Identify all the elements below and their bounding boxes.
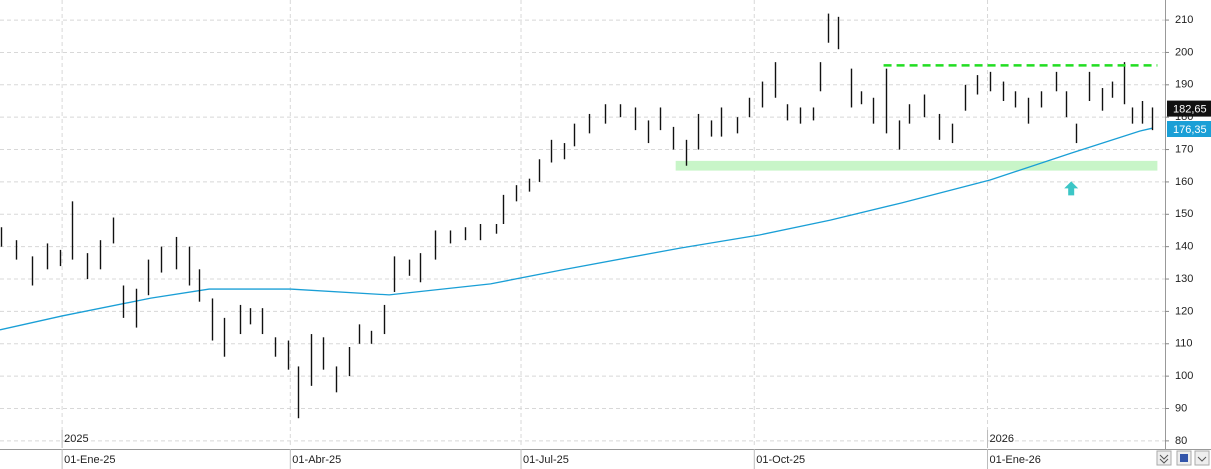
x-tick-label: 01-Ene-25 [64, 454, 115, 466]
y-tick-label: 130 [1175, 273, 1193, 285]
y-tick-label: 100 [1175, 370, 1193, 382]
x-tick-label: 01-Ene-26 [990, 454, 1041, 466]
y-tick-label: 200 [1175, 46, 1193, 58]
y-tick-label: 150 [1175, 208, 1193, 220]
year-tick-label: 2025 [64, 433, 88, 445]
x-tick-label: 01-Oct-25 [756, 454, 805, 466]
last-price-label: 176,35 [1173, 124, 1207, 136]
last-price-box [1167, 120, 1211, 137]
menu-icon [1197, 456, 1207, 462]
y-tick-label: 210 [1175, 14, 1193, 26]
collapse-button[interactable] [1156, 450, 1172, 466]
y-tick-label: 120 [1175, 305, 1193, 317]
y-tick-label: 160 [1175, 176, 1193, 188]
last-price-label: 182,65 [1173, 104, 1207, 116]
moving-average-line [0, 127, 1153, 331]
plot-layer [0, 0, 1165, 448]
last-price-box [1167, 100, 1211, 117]
menu-button[interactable] [1194, 450, 1210, 466]
x-tick-label: 01-Abr-25 [292, 454, 341, 466]
y-tick-label: 90 [1175, 402, 1187, 414]
save-icon [1180, 454, 1188, 462]
x-tick-label: 01-Jul-25 [523, 454, 569, 466]
y-tick-label: 110 [1175, 338, 1193, 350]
y-tick-label: 140 [1175, 241, 1193, 253]
arrow-marker [1064, 181, 1079, 196]
y-tick-label: 190 [1175, 79, 1193, 91]
y-tick-label: 80 [1175, 435, 1187, 447]
support-zone [675, 160, 1158, 171]
y-tick-label: 170 [1175, 143, 1193, 155]
collapse-icon [1159, 454, 1169, 464]
year-tick-label: 2026 [990, 433, 1014, 445]
